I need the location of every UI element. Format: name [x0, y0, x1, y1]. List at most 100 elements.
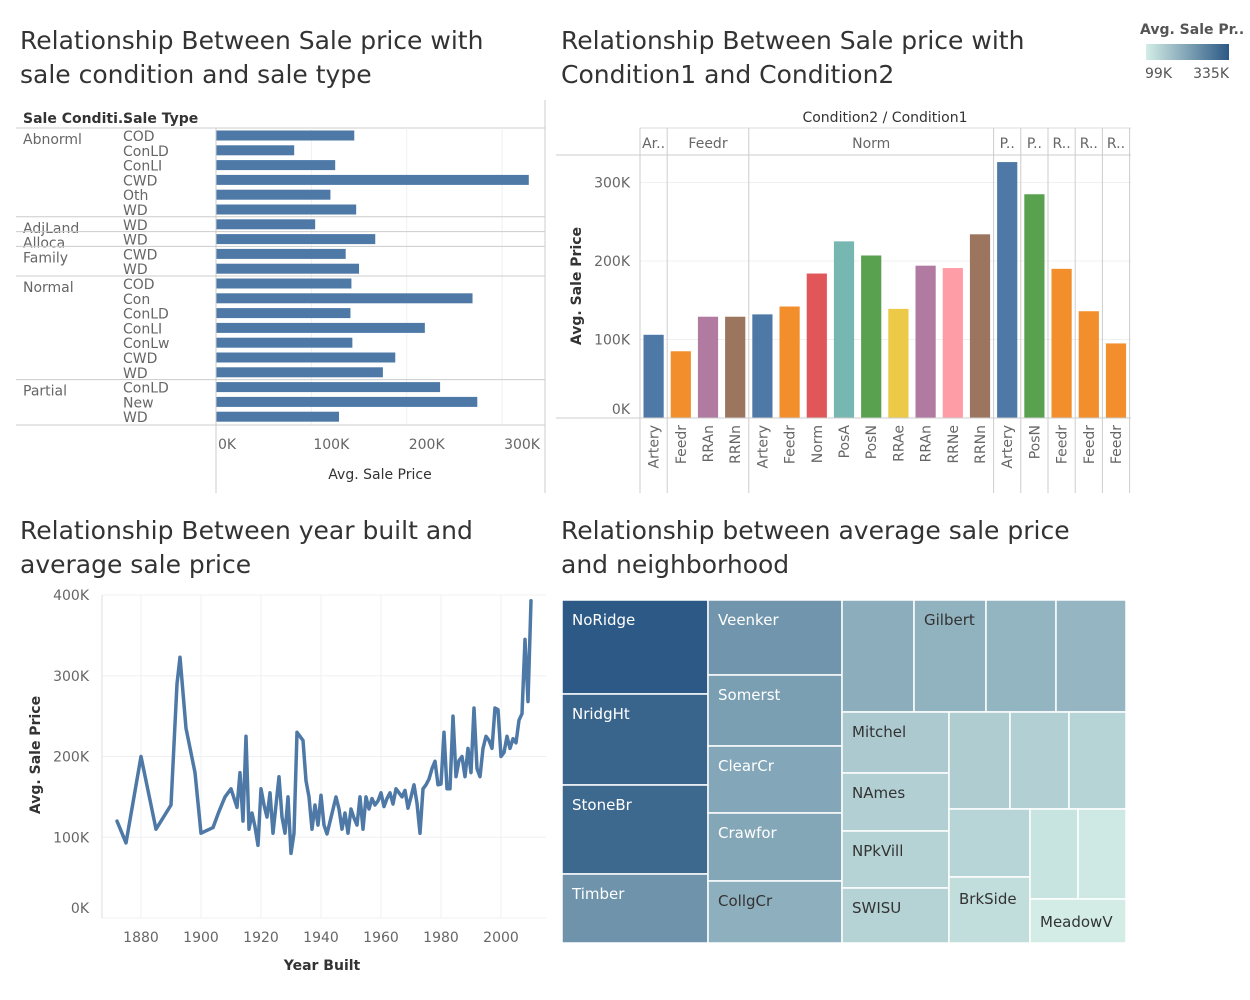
cond-cat-label: Feedr: [1082, 425, 1098, 464]
line-y-tick: 300K: [53, 669, 90, 685]
treemap-cell: [561, 693, 709, 786]
cond-cat-label: Artery: [1000, 425, 1016, 468]
bar-type-label: ConLI: [123, 321, 162, 337]
bar-type-label: ConLI: [123, 159, 162, 175]
bar-group-label: AdjLand: [23, 221, 79, 237]
cond-cat-label: PosN: [864, 425, 880, 459]
treemap-label: NridgHt: [572, 705, 630, 723]
treemap-cell: [913, 599, 987, 713]
bar-type-label: ConLw: [123, 336, 169, 352]
cond-bar: [1024, 194, 1045, 418]
cond-y-axis-label: Avg. Sale Price: [569, 227, 585, 345]
cond-header: Condition2 / Condition1: [802, 110, 967, 126]
line-y-tick: 400K: [53, 588, 90, 604]
treemap-cell: [1055, 599, 1127, 713]
treemap-label: Gilbert: [924, 611, 975, 629]
cond-bar: [915, 265, 936, 418]
bar: [216, 278, 352, 289]
bar: [216, 367, 383, 378]
bar-chart-title: Relationship Between Sale price with sal…: [20, 26, 484, 89]
line-chart-title: Relationship Between year built and aver…: [20, 516, 473, 579]
treemap-cell: [707, 880, 843, 944]
cond-y-tick: 100K: [594, 332, 631, 348]
line-x-tick: 2000: [483, 930, 519, 946]
cond-cat-label: Feedr: [674, 425, 690, 464]
treemap-cell: [841, 772, 950, 832]
cond-chart-title: Relationship Between Sale price with Con…: [561, 26, 1025, 89]
cond-cat-label: Feedr: [1109, 425, 1125, 464]
bar-type-label: WD: [123, 262, 148, 278]
treemap-title: Relationship between average sale price …: [561, 516, 1070, 579]
bar: [216, 308, 351, 319]
treemap-label: SWISU: [852, 899, 901, 917]
bar: [216, 352, 396, 363]
line-x-tick: 1960: [363, 930, 399, 946]
bar-type-label: WD: [123, 366, 148, 382]
price-line: [115, 598, 533, 856]
cond-y-tick: 0K: [612, 402, 631, 418]
treemap-label: Veenker: [718, 611, 779, 629]
bar: [216, 293, 473, 304]
bar: [216, 234, 376, 245]
cond-group-label: Feedr: [688, 136, 727, 152]
row-header-type: Sale Type: [123, 111, 198, 127]
cond-group-label: R..: [1080, 136, 1098, 152]
treemap-label: ClearCr: [718, 757, 775, 775]
bar-type-label: WD: [123, 410, 148, 426]
bar-type-label: WD: [123, 203, 148, 219]
line-y-tick: 200K: [53, 750, 90, 766]
bar-type-label: COD: [123, 129, 155, 145]
bar: [216, 248, 346, 259]
bar: [216, 160, 336, 171]
bar-type-label: WD: [123, 218, 148, 234]
cond-cat-label: Feedr: [783, 425, 799, 464]
cond-bar: [1078, 311, 1099, 418]
cond-cat-label: PosN: [1027, 425, 1043, 459]
bar-group-label: Normal: [23, 280, 74, 296]
treemap-cell: [948, 876, 1031, 944]
color-legend: Avg. Sale Pr.. 99K 335K: [1140, 20, 1244, 90]
bar-x-axis-label: Avg. Sale Price: [328, 467, 431, 483]
treemap-cell: [1029, 898, 1127, 944]
treemap-cell: [707, 812, 843, 882]
bar: [216, 322, 425, 333]
line-x-axis-label: Year Built: [283, 958, 361, 974]
bar-x-tick: 200K: [409, 437, 446, 453]
legend-gradient: [1146, 44, 1229, 60]
treemap-label: CollgCr: [718, 892, 773, 910]
legend-min-label: 99K: [1145, 66, 1172, 82]
treemap-cell: [1077, 808, 1127, 900]
treemap-label: Timber: [571, 885, 625, 903]
treemap-label: NAmes: [852, 784, 905, 802]
cond-cat-label: RRNn: [728, 425, 744, 464]
cond-group-label: Norm: [852, 136, 890, 152]
bar: [216, 189, 331, 200]
bar-type-label: CWD: [123, 173, 157, 189]
line-y-tick: 100K: [53, 830, 90, 846]
cond-y-tick: 200K: [594, 254, 631, 270]
cond-cat-label: RRAe: [891, 425, 907, 462]
cond-bar: [752, 314, 773, 418]
cond-cat-label: PosA: [837, 425, 853, 459]
line-x-tick: 1940: [303, 930, 339, 946]
treemap-cell: [1009, 711, 1070, 810]
line-x-tick: 1980: [423, 930, 459, 946]
bar-type-label: Con: [123, 292, 150, 308]
treemap-cell: [841, 711, 950, 774]
treemap-cell: [985, 599, 1057, 713]
treemap-cell: [948, 808, 1031, 878]
cond-cat-label: Norm: [810, 425, 826, 463]
treemap-label: NoRidge: [572, 611, 635, 629]
cond-group-label: P..: [1027, 136, 1042, 152]
treemap-cell: [841, 599, 915, 713]
legend-max-label: 335K: [1193, 66, 1229, 82]
bar: [216, 130, 355, 141]
cond-bar: [861, 255, 882, 418]
row-header-condition: Sale Conditi..: [23, 111, 129, 127]
bar-x-tick: 0K: [218, 437, 237, 453]
cond-cat-label: Feedr: [1055, 425, 1071, 464]
bar: [216, 382, 441, 393]
bar: [216, 174, 529, 185]
bar-type-label: ConLD: [123, 307, 169, 323]
treemap-cell: [561, 873, 709, 944]
